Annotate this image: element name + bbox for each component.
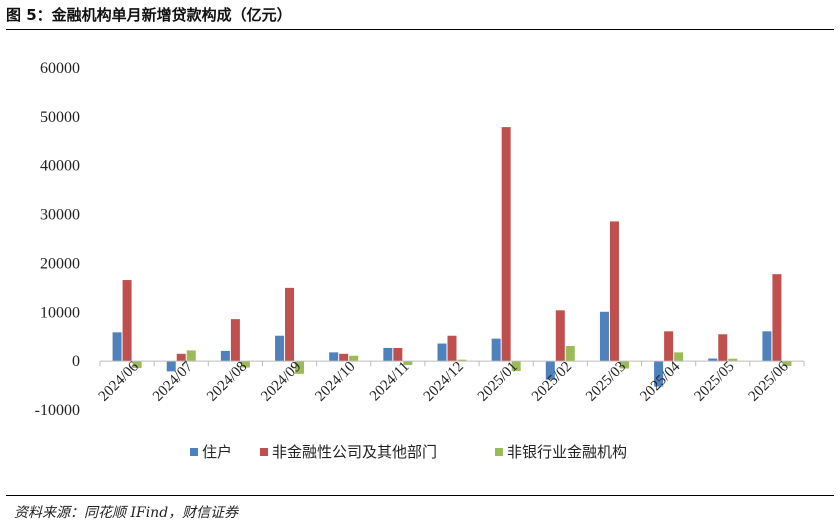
x-tick-label: 2024/12 — [421, 359, 467, 405]
bar-非银行业金融机构-2024/09 — [295, 361, 305, 374]
x-axis: 2024/06 2024/07 2024/08 2024/09 2024/10 2024/… — [96, 358, 805, 405]
x-tick-label: 2025/06 — [746, 358, 792, 404]
legend: 住户 非金融性公司及其他部门 非银行业金融机构 — [190, 443, 627, 461]
bar-非金融性公司及其他部门-2025/06 — [772, 274, 782, 362]
x-tick-label: 2025/05 — [692, 359, 738, 405]
bar-非银行业金融机构-2024/07 — [186, 350, 196, 362]
bar-非银行业金融机构-2025/01 — [511, 361, 521, 371]
bar-非银行业金融机构-2024/06 — [132, 361, 142, 368]
bar-chart: -10000 0 10000 20000 30000 40000 50000 60000 20… — [35, 60, 805, 461]
legend-label: 非金融性公司及其他部门 — [272, 443, 437, 461]
x-tick-label: 2024/11 — [367, 359, 413, 405]
bar-非金融性公司及其他部门-2024/07 — [176, 353, 186, 362]
bar-住户-2024/06 — [112, 332, 122, 362]
legend-label: 住户 — [202, 443, 232, 461]
y-tick-label: 10000 — [40, 304, 80, 321]
bar-住户-2024/10 — [329, 352, 339, 362]
bar-非银行业金融机构-2025/05 — [728, 358, 738, 362]
figure-title: 图 5：金融机构单月新增贷款构成（亿元） — [6, 6, 292, 24]
bar-非金融性公司及其他部门-2024/08 — [230, 319, 240, 362]
bar-住户-2025/03 — [599, 311, 609, 362]
y-tick-label: 20000 — [40, 255, 80, 272]
bar-非银行业金融机构-2024/08 — [240, 361, 250, 368]
bars-group — [112, 127, 792, 387]
y-tick-label: 30000 — [40, 207, 80, 224]
bar-住户-2025/01 — [491, 338, 501, 362]
x-tick-label: 2024/08 — [204, 359, 250, 405]
y-tick-label: 60000 — [40, 60, 80, 77]
bar-住户-2025/05 — [708, 358, 718, 362]
x-tick-label: 2025/03 — [583, 359, 629, 405]
x-tick-label: 2024/10 — [312, 359, 358, 405]
y-tick-label: 50000 — [40, 109, 80, 126]
bar-非金融性公司及其他部门-2024/10 — [339, 353, 349, 362]
x-tick-label: 2024/06 — [96, 358, 142, 404]
bar-非银行业金融机构-2024/11 — [403, 361, 413, 366]
legend-swatch — [495, 448, 503, 456]
x-tick-label: 2025/01 — [475, 359, 521, 405]
bar-住户-2024/12 — [437, 343, 447, 362]
bar-住户-2024/08 — [220, 350, 230, 362]
bar-非金融性公司及其他部门-2025/02 — [555, 310, 565, 362]
y-tick-label: 40000 — [40, 158, 80, 175]
bar-非银行业金融机构-2024/12 — [457, 359, 467, 362]
bar-非金融性公司及其他部门-2024/12 — [447, 335, 457, 362]
bar-住户-2025/06 — [762, 331, 772, 362]
bar-非银行业金融机构-2024/10 — [349, 355, 359, 362]
bar-非金融性公司及其他部门-2024/09 — [285, 287, 295, 362]
source-rule — [6, 495, 834, 496]
bar-非银行业金融机构-2025/06 — [782, 361, 792, 367]
bar-非银行业金融机构-2025/02 — [565, 345, 575, 362]
bar-住户-2025/02 — [545, 361, 555, 380]
bar-非金融性公司及其他部门-2024/11 — [393, 347, 403, 362]
bar-非金融性公司及其他部门-2025/04 — [664, 331, 674, 362]
bar-非银行业金融机构-2025/04 — [674, 352, 684, 362]
legend-swatch — [190, 448, 198, 456]
bar-住户-2024/09 — [275, 335, 285, 362]
x-tick-label: 2024/09 — [258, 359, 304, 405]
bar-非金融性公司及其他部门-2025/05 — [718, 334, 728, 362]
y-tick-label: 0 — [72, 353, 80, 370]
legend-label: 非银行业金融机构 — [507, 443, 627, 461]
y-tick-label: -10000 — [35, 402, 80, 419]
legend-swatch — [260, 448, 268, 456]
source-note: 资料来源：同花顺 IFind，财信证券 — [14, 505, 239, 521]
y-axis: -10000 0 10000 20000 30000 40000 50000 60000 — [35, 60, 80, 419]
bar-非金融性公司及其他部门-2024/06 — [122, 280, 132, 362]
bar-非金融性公司及其他部门-2025/01 — [501, 127, 511, 362]
bar-住户-2024/07 — [166, 361, 176, 372]
bar-非金融性公司及其他部门-2025/03 — [609, 221, 619, 362]
bar-住户-2025/04 — [654, 361, 664, 387]
title-rule — [6, 29, 834, 30]
bar-非银行业金融机构-2025/03 — [619, 361, 629, 369]
bar-住户-2024/11 — [383, 347, 393, 362]
